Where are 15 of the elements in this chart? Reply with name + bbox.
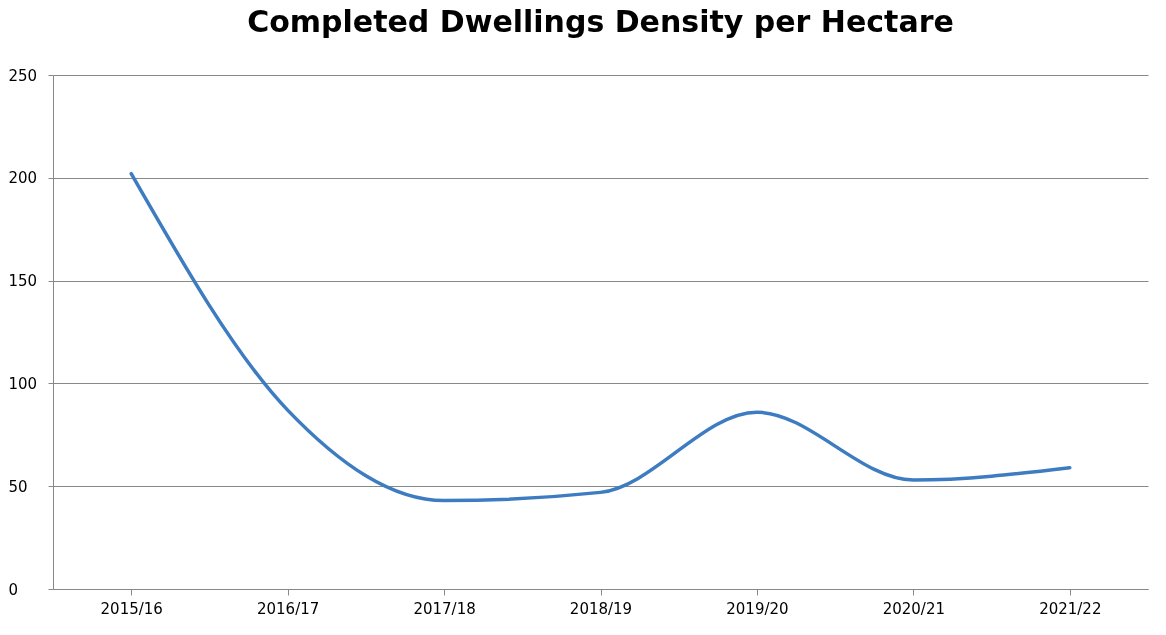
y-tick-label: 200: [8, 169, 38, 188]
x-tick-label: 2019/20: [726, 599, 789, 618]
x-tick-label: 2016/17: [256, 599, 320, 618]
x-tick-label: 2021/22: [1039, 599, 1102, 618]
chart-title: Completed Dwellings Density per Hectare: [247, 4, 954, 39]
line-series: [129, 171, 1072, 503]
x-tick-label: 2015/16: [100, 599, 163, 618]
x-tick-label: 2020/21: [882, 599, 946, 618]
y-tick-label: 50: [8, 477, 28, 496]
y-tick-label: 250: [8, 66, 38, 85]
x-tick-label: 2017/18: [413, 599, 476, 618]
y-tick-label: 150: [8, 272, 38, 291]
y-tick-label: 0: [8, 580, 19, 599]
x-tick-label: 2018/19: [569, 599, 633, 618]
y-tick-label: 100: [8, 374, 38, 393]
